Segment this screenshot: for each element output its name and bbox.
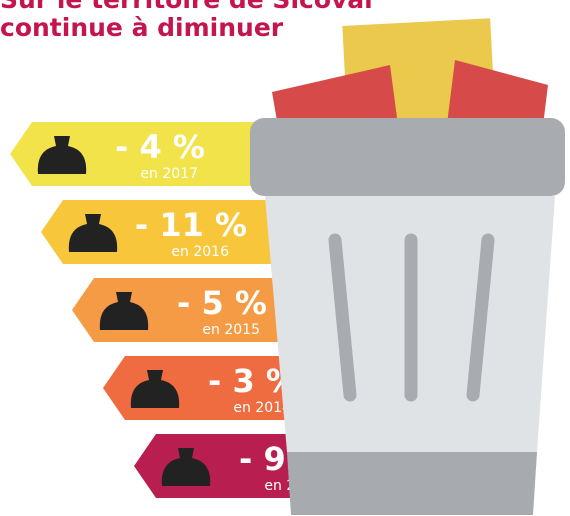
percent-value: - 5 % [177, 284, 267, 322]
percent-value: - 11 % [135, 206, 247, 244]
year-label: en 2015 [202, 322, 260, 338]
title-line1: Sur le territoire de Sicoval [0, 0, 373, 14]
percent-value: - 4 % [115, 128, 205, 166]
year-label: en 2016 [171, 244, 229, 260]
year-label: en 2014 [233, 400, 291, 416]
bag-icon [37, 136, 87, 174]
trash-can [250, 18, 565, 515]
year-label: en 2017 [140, 166, 198, 182]
bag-icon [161, 448, 211, 486]
title-line2: continue à diminuer [0, 13, 284, 42]
bag-icon [68, 214, 118, 252]
bag-icon [99, 292, 149, 330]
bag-icon [130, 370, 180, 408]
